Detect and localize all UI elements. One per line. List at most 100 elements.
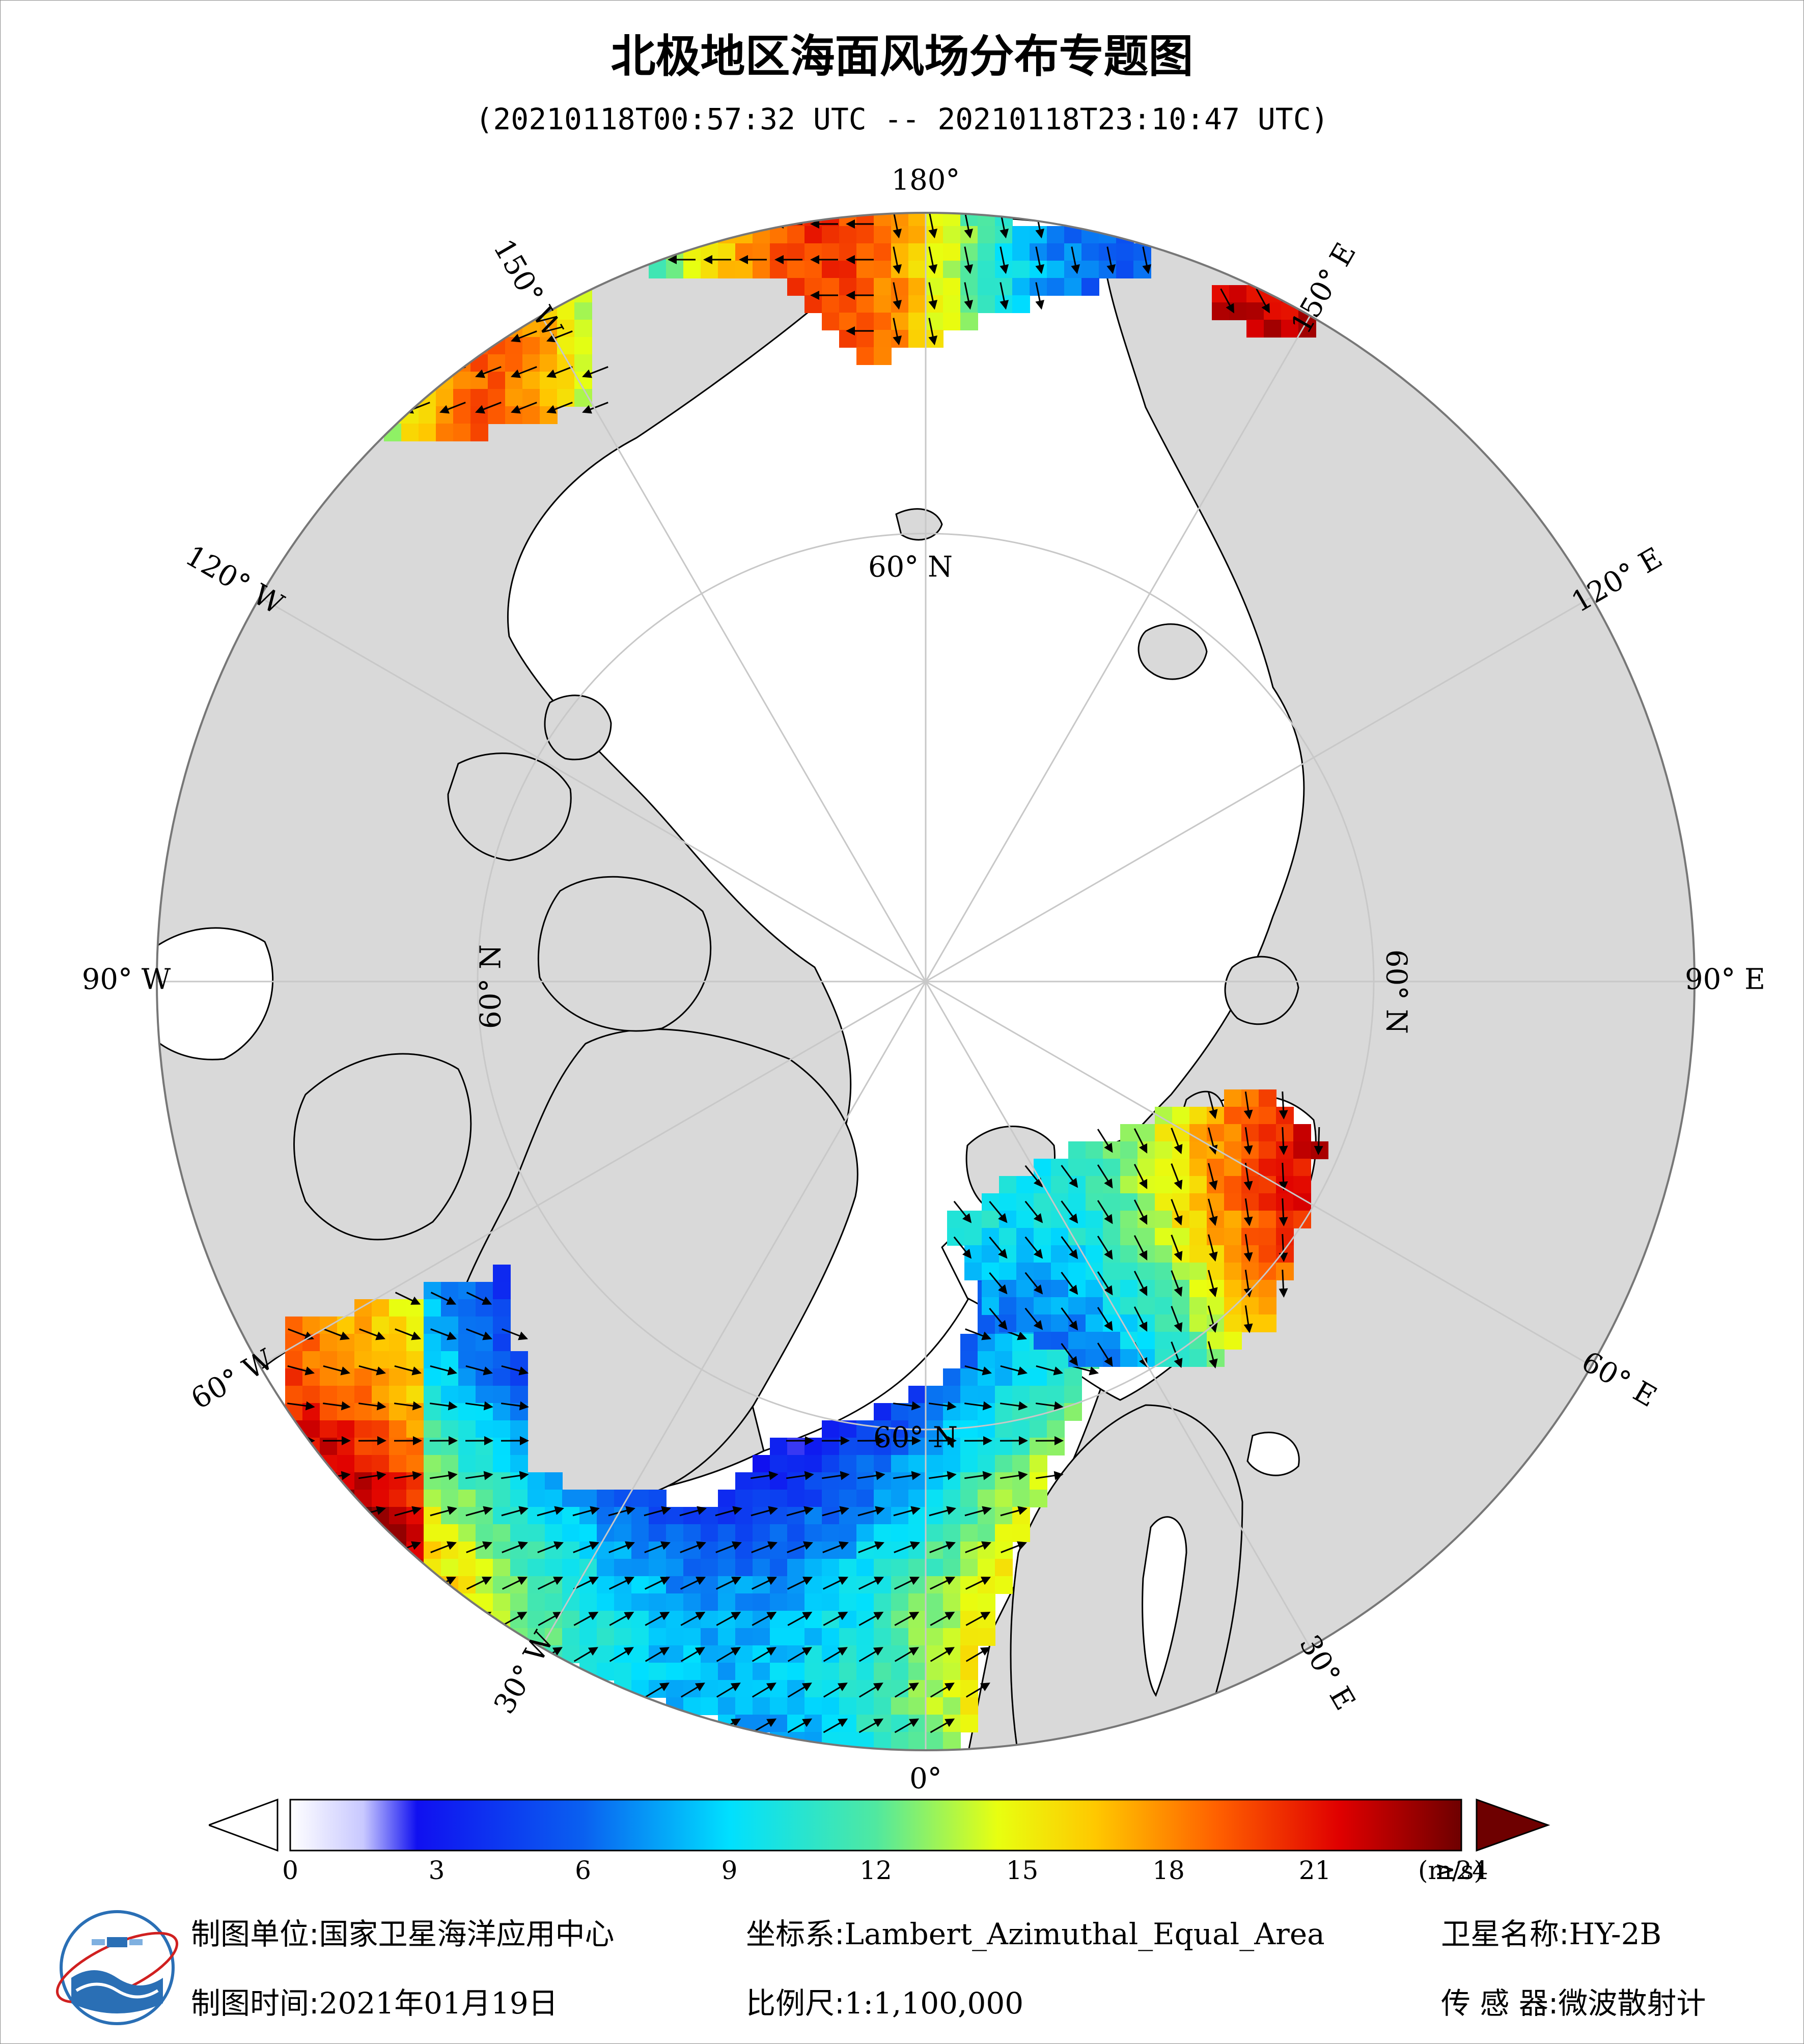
wind-arrow	[475, 330, 502, 343]
coordinate-system-value: Lambert_Azimuthal_Equal_Area	[844, 1917, 1325, 1951]
wind-arrow	[537, 1541, 564, 1553]
wind-arrow	[403, 366, 430, 378]
graticule	[157, 213, 1695, 1750]
wind-arrow	[965, 1647, 990, 1662]
wind-arrow	[1106, 246, 1116, 274]
wind-arrow	[965, 1683, 990, 1698]
wind-arrow	[359, 1328, 386, 1340]
nsoas-logo	[55, 1910, 179, 2025]
wind-arrow	[823, 1611, 848, 1626]
wind-arrow	[1279, 1127, 1288, 1155]
wind-arrow	[930, 1683, 955, 1698]
wind-arrow	[823, 1718, 848, 1733]
wind-arrow	[928, 282, 938, 310]
victoria-island	[447, 752, 572, 861]
wind-arrow	[893, 1401, 921, 1411]
latitude-label: 60° N	[868, 551, 953, 584]
wind-arrow	[751, 1541, 778, 1553]
wind-arrow	[501, 1471, 529, 1480]
colorbar-tick-label: 18	[1152, 1856, 1185, 1885]
wind-arrow	[608, 1506, 635, 1517]
wind-arrow	[1133, 1306, 1148, 1332]
wind-arrow	[501, 1506, 529, 1517]
wind-arrow	[465, 1401, 493, 1411]
wind-arrow	[644, 1506, 671, 1517]
colorbar-unit: (m/s)	[1418, 1856, 1484, 1885]
wind-arrow	[581, 402, 608, 414]
wind-arrow	[1208, 1341, 1218, 1369]
wind-arrow	[430, 1292, 457, 1305]
wind-arrow	[822, 1471, 850, 1480]
wind-arrow	[716, 1611, 741, 1626]
wind-arrow	[893, 282, 902, 310]
wind-arrow	[1061, 1307, 1078, 1331]
wind-arrow	[964, 246, 974, 274]
wind-arrow	[1171, 1128, 1183, 1155]
wind-arrow	[645, 1683, 670, 1698]
wind-arrow	[287, 1365, 315, 1376]
wind-arrow	[1061, 1200, 1078, 1224]
wind-arrow	[929, 1541, 956, 1553]
wind-arrow	[546, 366, 573, 378]
baffin-island	[293, 1053, 472, 1241]
wind-arrow	[858, 1647, 883, 1662]
greenland	[437, 1028, 858, 1503]
wind-arrow	[953, 1236, 972, 1259]
wind-arrow	[323, 1328, 350, 1340]
wind-arrow	[715, 1506, 742, 1517]
wind-arrow	[1208, 1305, 1218, 1333]
wind-arrow	[573, 1541, 600, 1553]
wind-arrow	[1097, 1342, 1113, 1367]
longitude-label: 90° E	[1685, 963, 1765, 996]
wind-arrow	[928, 318, 938, 346]
wind-arrow	[1061, 1343, 1078, 1366]
wind-arrow	[1024, 1307, 1043, 1330]
wind-arrow	[1243, 1127, 1253, 1155]
wind-arrow	[1208, 1234, 1218, 1262]
wind-arrow	[1243, 1234, 1253, 1262]
wind-arrow	[465, 1506, 493, 1517]
wind-arrow	[989, 1201, 1008, 1223]
wind-arrow	[751, 1577, 778, 1590]
wind-arrow	[430, 1471, 458, 1480]
map-scale: 比例尺:1:1,100,000	[746, 1979, 1023, 2022]
wind-arrow	[858, 1718, 884, 1733]
banks-island	[544, 694, 612, 761]
wind-arrow	[822, 1541, 849, 1553]
wind-arrow	[1171, 1235, 1183, 1262]
wind-arrow	[430, 1401, 458, 1411]
wind-arrow	[501, 1365, 529, 1376]
wind-arrow	[395, 1577, 421, 1590]
wind-arrow	[1097, 1307, 1113, 1331]
wind-arrow	[751, 1506, 778, 1517]
hudson-bay	[157, 927, 274, 1060]
wind-arrow	[368, 402, 395, 414]
wind-arrow	[1024, 1236, 1043, 1259]
sensor-value: 微波散射计	[1558, 1986, 1706, 2021]
wind-arrow	[786, 1506, 814, 1517]
wind-arrow	[680, 1647, 705, 1662]
producer-label: 制图单位:	[191, 1917, 319, 1951]
wind-arrow	[823, 1683, 848, 1698]
wind-arrow	[1097, 1236, 1113, 1260]
time-range-subtitle: (20210118T00:57:32 UTC -- 20210118T23:10…	[475, 102, 1329, 136]
wind-arrow	[1279, 1198, 1288, 1226]
wind-arrow	[893, 213, 902, 239]
wind-arrow	[752, 1647, 776, 1662]
sensor: 传 感 器:微波散射计	[1441, 1979, 1706, 2022]
wind-arrow	[894, 1683, 919, 1698]
satellite-name-value: HY-2B	[1569, 1917, 1662, 1951]
wind-arrow	[751, 1471, 779, 1480]
wind-arrow	[787, 1611, 813, 1626]
wind-arrow	[787, 1683, 812, 1698]
wind-arrow	[1061, 1236, 1078, 1259]
wind-arrow	[1036, 1471, 1064, 1480]
wind-arrow	[1279, 1269, 1288, 1298]
wind-arrow	[964, 213, 974, 239]
wind-arrow	[1279, 1162, 1288, 1191]
wind-arrow	[287, 1471, 315, 1480]
wind-arrow	[358, 1401, 386, 1411]
wind-arrow	[1279, 1091, 1288, 1119]
wind-arrow	[394, 1471, 422, 1480]
wind-arrow	[465, 1365, 493, 1376]
